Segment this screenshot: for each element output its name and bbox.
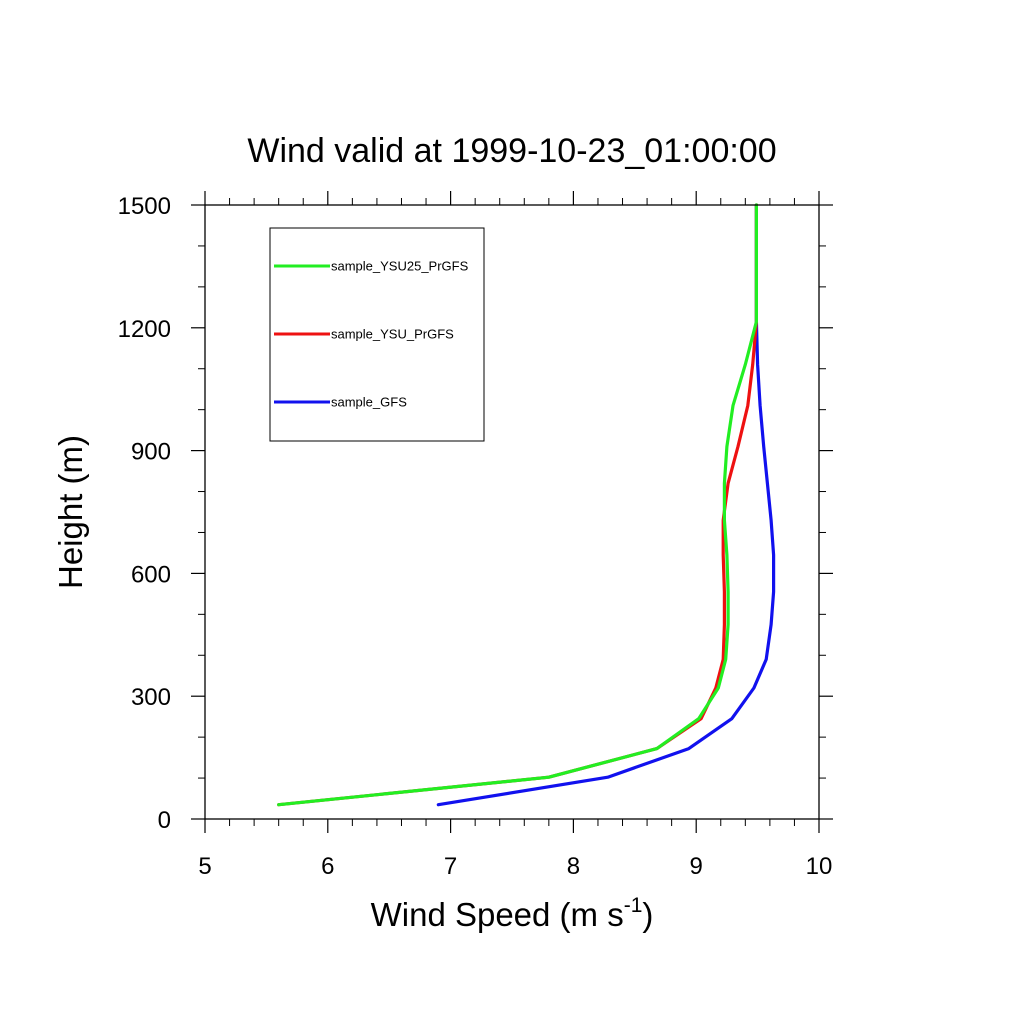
- legend-label-sample-ysu25-prgfs: sample_YSU25_PrGFS: [331, 259, 469, 274]
- series-line-sample-ysu25-prgfs: [277, 203, 759, 807]
- x-axis-label-main: Wind Speed (m s: [371, 896, 624, 933]
- y-tick-label: 0: [158, 807, 171, 834]
- x-tick-label: 10: [806, 853, 833, 880]
- x-axis-label-end: ): [642, 896, 653, 933]
- x-tick-label: 5: [198, 853, 211, 880]
- plot-frame: [204, 204, 820, 820]
- x-axis-label-superscript: -1: [624, 894, 643, 917]
- tick-labels: 5 6 7 8 9 10 0 300 600 900 1200 1500: [118, 193, 833, 880]
- y-tick-label: 1200: [118, 316, 171, 343]
- x-axis-label: Wind Speed (m s-1): [371, 894, 654, 933]
- y-tick-label: 600: [131, 561, 171, 588]
- legend-label-sample-gfs: sample_GFS: [331, 395, 407, 410]
- x-tick-label: 6: [321, 853, 334, 880]
- x-tick-label: 8: [567, 853, 580, 880]
- x-tick-label: 7: [444, 853, 457, 880]
- legend: sample_YSU25_PrGFS sample_YSU_PrGFSsample…: [269, 227, 485, 442]
- series-lines: [277, 203, 776, 807]
- chart-title: Wind valid at 1999-10-23_01:00:00: [247, 132, 776, 170]
- y-tick-label: 300: [131, 684, 171, 711]
- axis-ticks: [191, 191, 833, 833]
- y-axis-label: Height (m): [52, 435, 89, 589]
- series-line-sample-gfs: [436, 203, 776, 807]
- y-tick-label: 1500: [118, 193, 171, 220]
- y-tick-label: 900: [131, 439, 171, 466]
- x-tick-label: 9: [690, 853, 703, 880]
- legend-label-sample-ysu-prgfs: sample_YSU_PrGFS: [331, 327, 454, 342]
